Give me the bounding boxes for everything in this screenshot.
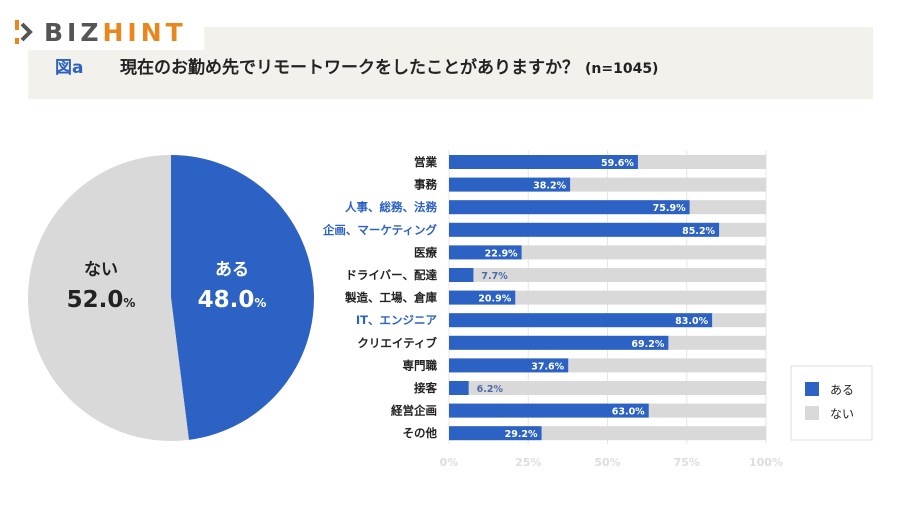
pie-slice-no [28,155,189,441]
bar-yes [449,381,469,395]
category-label: 接客 [414,381,437,395]
legend-label: ない [830,407,854,421]
category-label: その他 [403,426,438,440]
category-label: 経営企画 [391,404,437,418]
bar-no [449,381,766,395]
category-label: IT、エンジニア [356,313,438,327]
title-text: 現在のお勤め先でリモートワークをしたことがありますか？ [120,58,579,78]
bar-no [449,268,766,282]
category-label: 事務 [414,178,437,192]
chart-title: 現在のお勤め先でリモートワークをしたことがありますか？ (n=1045) [120,53,658,78]
x-tick-label: 25% [515,456,541,469]
pie-value: 48.0% [198,287,267,313]
bar-yes [449,403,649,418]
bar-no [449,245,766,260]
pie-label: ない [84,260,118,280]
category-label: ドライバー、配達 [345,268,437,282]
data-label: 22.9% [485,248,518,259]
legend-label: ある [830,383,854,397]
x-tick-label: 100% [749,456,783,469]
data-label: 38.2% [533,181,566,192]
bar-yes [449,155,638,169]
logo-text-hint: HINT [102,17,187,47]
bar-yes [449,426,542,441]
category-label: 営業 [414,155,437,169]
data-label: 69.2% [631,339,664,350]
figure-label: 図a [55,58,84,78]
legend-box [790,365,873,441]
bar-yes [449,222,720,237]
data-label: 83.0% [675,316,708,327]
bar-yes [449,335,669,350]
pie-slice-yes [171,155,314,440]
bizhint-logo: BIZ HINT [12,14,204,50]
data-label: 20.9% [478,294,511,305]
logo-mark-icon [15,20,33,44]
x-tick-label: 75% [674,456,700,469]
legend-swatch-yes [805,382,819,396]
sample-size: (n=1045) [585,61,659,77]
bar-yes [449,245,522,260]
category-label: 企画、マーケティング [322,223,438,237]
bar-yes [449,200,690,215]
x-tick-label: 50% [594,456,620,469]
data-label: 6.2% [477,384,504,395]
pie-label: ある [215,260,249,280]
category-label: 人事、総務、法務 [345,200,437,214]
bar-yes [449,268,474,282]
data-label: 85.2% [682,226,715,237]
category-label: 専門職 [403,358,438,372]
data-label: 7.7% [481,271,508,282]
legend-swatch-no [805,406,819,420]
category-label: 製造、工場、倉庫 [344,291,437,305]
category-label: クリエイティブ [357,336,437,350]
logo-text-biz: BIZ [44,17,103,47]
category-label: 医療 [414,245,437,259]
x-tick-label: 0% [440,456,459,469]
bar-no [449,290,766,305]
bar-yes [449,358,569,373]
data-label: 59.6% [601,158,634,169]
bar-yes [449,313,713,328]
data-label: 63.0% [612,407,645,418]
data-label: 29.2% [505,429,538,440]
bar-yes [449,290,516,305]
data-label: 37.6% [531,361,564,372]
bar-yes [449,177,571,192]
data-label: 75.9% [653,203,686,214]
